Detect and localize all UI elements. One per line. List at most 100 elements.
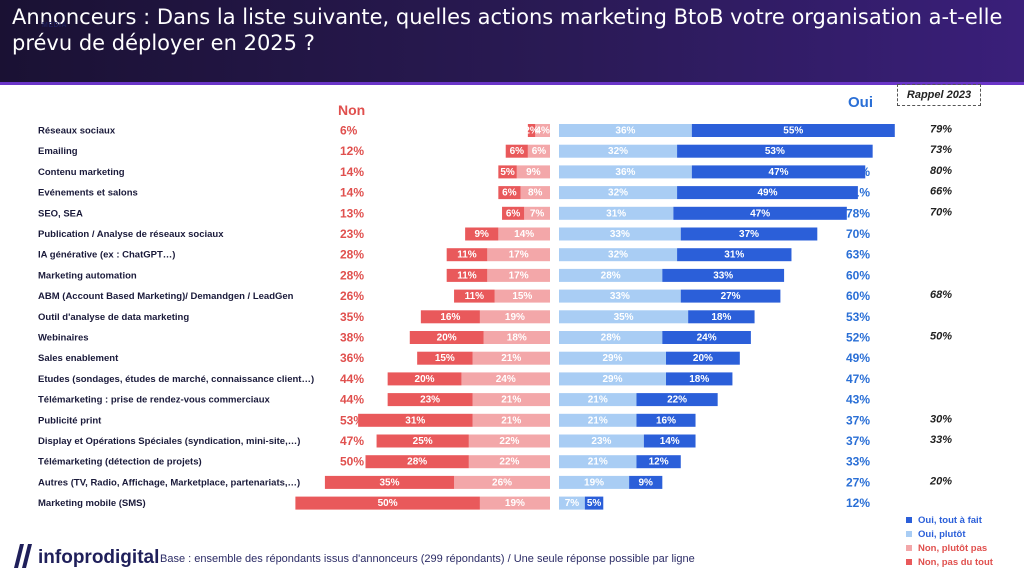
base-footnote: Base : ensemble des répondants issus d'a… <box>160 553 695 565</box>
bar-non-pas-du-tout <box>446 268 488 282</box>
bar-non-plutot-pas <box>516 165 550 179</box>
bar-non-pas-du-tout <box>409 331 484 344</box>
bar-non-pas-du-tout <box>295 496 480 510</box>
category-label: Outil d'analyse de data marketing <box>38 312 189 323</box>
bar-oui-plutot <box>559 289 681 303</box>
non-total-label: 12% <box>340 144 364 158</box>
bar-label-oui-plutot: 36% <box>615 126 635 137</box>
bar-label-non-pas-du-tout: 25% <box>413 436 433 447</box>
bar-label-oui-plutot: 32% <box>608 146 628 157</box>
oui-total-label: 78% <box>846 206 870 220</box>
bar-oui-plutot <box>559 268 663 282</box>
bar-oui-plutot <box>559 186 678 200</box>
bar-non-pas-du-tout <box>420 310 480 324</box>
bar-non-plutot-pas <box>487 268 550 282</box>
oui-total-label: 27% <box>846 475 870 489</box>
oui-total-label: 60% <box>846 289 870 303</box>
bar-label-oui-tout-a-fait: 37% <box>739 229 759 240</box>
rappel-2023-value: 33% <box>930 434 952 446</box>
bar-oui-tout-a-fait <box>629 475 663 489</box>
oui-column-header: Oui <box>848 94 873 111</box>
category-label: Contenu marketing <box>38 167 125 178</box>
bar-non-pas-du-tout <box>502 206 525 220</box>
legend-swatch-tout-a-fait <box>906 517 912 523</box>
bar-non-plutot-pas <box>472 351 550 365</box>
bar-non-plutot-pas <box>472 413 550 427</box>
non-total-label: 26% <box>340 289 364 303</box>
bar-label-oui-tout-a-fait: 18% <box>711 312 731 323</box>
non-total-label: 47% <box>340 434 364 448</box>
category-label: Marketing automation <box>38 270 137 281</box>
bar-label-non-plutot-pas: 26% <box>492 477 512 488</box>
non-total-label: 50% <box>340 455 364 469</box>
rappel-2023-value: 73% <box>930 144 952 156</box>
bar-label-non-plutot-pas: 7% <box>530 208 545 219</box>
legend-label: Non, plutôt pas <box>918 542 988 554</box>
bar-label-non-plutot-pas: 17% <box>509 270 529 281</box>
rappel-2023-header: Rappel 2023 <box>897 84 981 106</box>
bar-label-non-pas-du-tout: 6% <box>510 146 525 157</box>
bar-oui-plutot <box>559 455 637 469</box>
oui-total-label: 47% <box>846 372 870 386</box>
title-banner: Annonceurs : Dans la liste suivante, que… <box>0 0 1024 82</box>
rappel-2023-value: 30% <box>930 413 952 425</box>
bar-oui-tout-a-fait <box>643 434 696 448</box>
bar-label-oui-tout-a-fait: 33% <box>713 270 733 281</box>
bar-label-oui-plutot: 21% <box>588 395 608 406</box>
non-total-label: 35% <box>340 310 364 324</box>
bar-label-oui-plutot: 35% <box>614 312 634 323</box>
non-total-label: 44% <box>340 372 364 386</box>
bar-non-pas-du-tout <box>446 248 488 262</box>
bar-label-non-pas-du-tout: 6% <box>502 188 517 199</box>
bar-oui-tout-a-fait <box>677 186 858 200</box>
bar-oui-tout-a-fait <box>636 413 696 427</box>
bar-label-non-pas-du-tout: 11% <box>457 270 477 281</box>
bar-non-pas-du-tout <box>387 372 462 386</box>
bar-oui-tout-a-fait <box>680 289 781 303</box>
bar-oui-plutot <box>559 413 637 427</box>
bar-oui-plutot <box>559 331 663 344</box>
bar-non-plutot-pas <box>468 455 550 469</box>
legend-swatch-plutot <box>906 531 912 537</box>
bar-non-pas-du-tout <box>376 434 469 448</box>
legend-label: Non, pas du tout <box>918 556 993 568</box>
bar-label-non-pas-du-tout: 31% <box>405 415 425 426</box>
bar-label-non-plutot-pas: 22% <box>499 457 519 468</box>
bar-non-plutot-pas <box>472 393 550 407</box>
bar-oui-tout-a-fait <box>688 310 755 324</box>
bar-label-non-pas-du-tout: 5% <box>500 167 515 178</box>
bar-non-pas-du-tout <box>454 289 495 303</box>
bar-non-plutot-pas <box>527 144 550 158</box>
bar-oui-plutot <box>559 248 678 262</box>
category-label: Télémarketing : prise de rendez-vous com… <box>38 395 270 406</box>
banner-accent-line <box>0 82 1024 85</box>
bar-label-oui-plutot: 28% <box>601 270 621 281</box>
bar-oui-tout-a-fait <box>636 455 681 469</box>
non-column-header: Non <box>338 102 366 118</box>
bar-oui-plutot <box>559 434 644 448</box>
bar-label-non-pas-du-tout: 15% <box>435 353 455 364</box>
category-label: ABM (Account Based Marketing)/ Demandgen… <box>38 291 294 302</box>
non-total-label: 23% <box>340 227 364 241</box>
bar-non-plutot-pas <box>535 124 550 137</box>
legend-item: Oui, plutôt <box>906 527 993 541</box>
bar-label-oui-tout-a-fait: 55% <box>783 126 803 137</box>
bar-label-non-plutot-pas: 22% <box>499 436 519 447</box>
bar-label-oui-tout-a-fait: 31% <box>724 250 744 261</box>
category-label: Display et Opérations Spéciales (syndica… <box>38 436 300 447</box>
bar-label-oui-plutot: 33% <box>610 291 630 302</box>
bar-label-oui-plutot: 36% <box>615 167 635 178</box>
bar-non-plutot-pas <box>479 310 550 324</box>
bar-oui-tout-a-fait <box>677 144 873 158</box>
oui-total-label: 63% <box>846 248 870 262</box>
bar-non-plutot-pas <box>483 331 550 344</box>
bar-label-oui-tout-a-fait: 24% <box>697 333 717 344</box>
oui-total-label: 37% <box>846 434 870 448</box>
non-total-label: 13% <box>340 206 364 220</box>
bar-non-plutot-pas <box>479 496 550 510</box>
bar-oui-tout-a-fait <box>636 393 718 407</box>
bar-label-non-plutot-pas: 19% <box>505 498 525 509</box>
category-label: Etudes (sondages, études de marché, conn… <box>38 374 314 385</box>
category-label: Publicité print <box>38 415 102 426</box>
bar-non-plutot-pas <box>487 248 550 262</box>
